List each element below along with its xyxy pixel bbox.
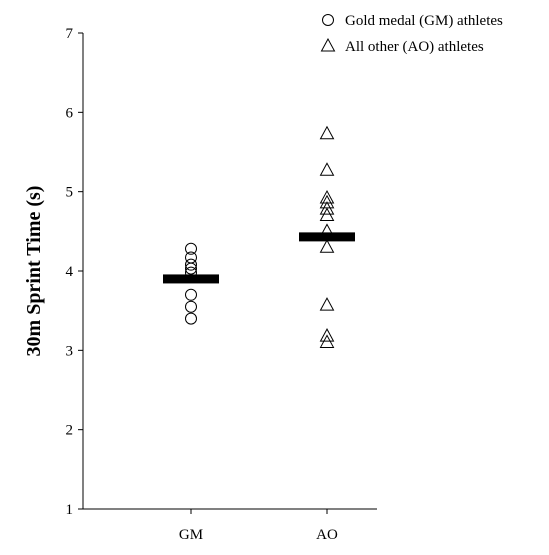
mean-bar-gm — [163, 274, 219, 284]
data-point-ao — [319, 297, 335, 311]
x-tick-label: GM — [179, 527, 203, 543]
y-tick-label: 4 — [66, 264, 74, 280]
data-point-ao — [319, 125, 335, 140]
data-point-ao — [319, 207, 335, 222]
data-point-gm — [185, 262, 197, 275]
data-point-gm — [185, 258, 197, 271]
y-tick-label: 3 — [66, 343, 74, 359]
y-tick-label: 2 — [66, 423, 74, 439]
y-tick-label: 1 — [66, 502, 74, 518]
y-axis-title: 30m Sprint Time (s) — [23, 186, 45, 357]
data-point-ao — [319, 201, 335, 215]
legend-label: Gold medal (GM) athletes — [345, 13, 503, 29]
legend-marker-circle — [322, 14, 334, 26]
y-tick-label: 5 — [66, 185, 74, 201]
marks-layer — [163, 125, 355, 348]
data-point-ao — [319, 239, 335, 253]
y-tick-label: 7 — [66, 26, 74, 42]
legend-marker-triangle — [320, 37, 336, 52]
legend: Gold medal (GM) athletes All other (AO) a… — [320, 13, 503, 55]
data-point-ao — [319, 328, 335, 342]
axes-layer: 1 2 3 4 5 6 7 GM AO 30m Sprint Time (s) — [23, 26, 377, 543]
data-point-gm — [185, 288, 197, 301]
mean-bar-ao — [299, 232, 355, 242]
data-point-gm — [185, 242, 197, 255]
data-point-ao — [319, 334, 335, 348]
legend-label: All other (AO) athletes — [345, 39, 484, 55]
data-point-gm — [185, 312, 197, 325]
data-point-ao — [319, 162, 335, 176]
x-tick-label: AO — [316, 527, 338, 543]
data-point-gm — [185, 300, 197, 313]
y-tick-label: 6 — [66, 105, 74, 121]
